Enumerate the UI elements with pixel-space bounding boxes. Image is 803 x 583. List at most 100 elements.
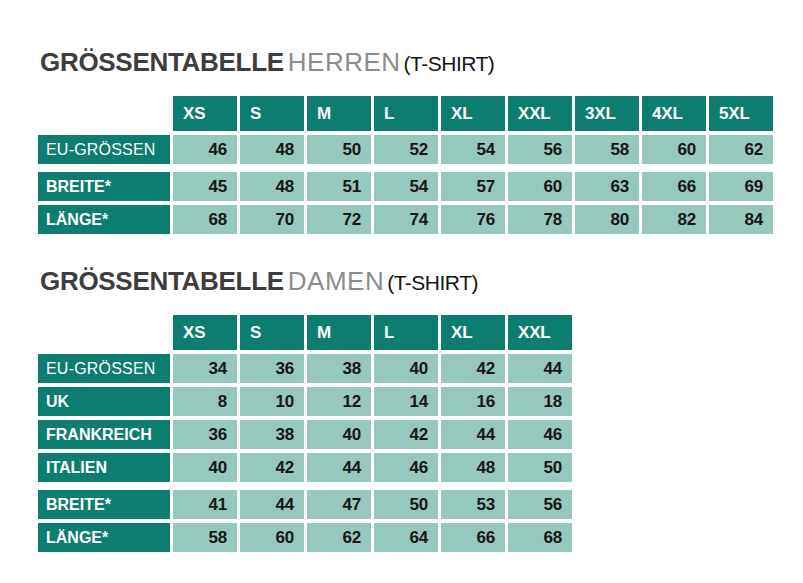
row-label: EU-GRÖSSEN bbox=[38, 135, 170, 164]
column-header: S bbox=[240, 96, 304, 131]
size-cell: 48 bbox=[240, 135, 304, 164]
row-label: BREITE* bbox=[38, 172, 170, 201]
size-cell: 63 bbox=[575, 172, 639, 201]
row-label: ITALIEN bbox=[38, 453, 170, 482]
size-cell: 62 bbox=[307, 523, 371, 552]
column-header-row: XSSMLXLXXL bbox=[38, 315, 803, 350]
size-cell: 51 bbox=[307, 172, 371, 201]
size-cell: 40 bbox=[307, 420, 371, 449]
size-cell: 68 bbox=[508, 523, 572, 552]
size-cell: 60 bbox=[508, 172, 572, 201]
row-label: BREITE* bbox=[38, 490, 170, 519]
size-cell: 78 bbox=[508, 205, 572, 234]
size-cell: 40 bbox=[173, 453, 237, 482]
table-row: BREITE*454851545760636669 bbox=[38, 172, 803, 201]
damen-section: GRÖSSENTABELLEDAMEN(T-SHIRT) XSSMLXLXXL E… bbox=[0, 263, 803, 552]
size-cell: 44 bbox=[441, 420, 505, 449]
size-cell: 82 bbox=[642, 205, 706, 234]
size-cell: 66 bbox=[642, 172, 706, 201]
size-cell: 12 bbox=[307, 387, 371, 416]
size-cell: 18 bbox=[508, 387, 572, 416]
size-cell: 58 bbox=[575, 135, 639, 164]
table-row: BREITE*414447505356 bbox=[38, 490, 803, 519]
herren-title-sub: HERREN bbox=[288, 47, 401, 77]
size-cell: 40 bbox=[374, 354, 438, 383]
size-cell: 72 bbox=[307, 205, 371, 234]
size-cell: 8 bbox=[173, 387, 237, 416]
size-cell: 56 bbox=[508, 490, 572, 519]
size-cell: 80 bbox=[575, 205, 639, 234]
size-cell: 44 bbox=[307, 453, 371, 482]
size-cell: 14 bbox=[374, 387, 438, 416]
size-cell: 50 bbox=[374, 490, 438, 519]
size-cell: 64 bbox=[374, 523, 438, 552]
column-header: L bbox=[374, 315, 438, 350]
column-header: XS bbox=[173, 315, 237, 350]
table-row: LÄNGE*586062646668 bbox=[38, 523, 803, 552]
herren-title-suffix: (T-SHIRT) bbox=[404, 52, 495, 75]
size-cell: 54 bbox=[441, 135, 505, 164]
table-row: FRANKREICH363840424446 bbox=[38, 420, 803, 449]
column-header: XL bbox=[441, 96, 505, 131]
table-row: LÄNGE*687072747678808284 bbox=[38, 205, 803, 234]
size-cell: 68 bbox=[173, 205, 237, 234]
size-cell: 54 bbox=[374, 172, 438, 201]
column-header: L bbox=[374, 96, 438, 131]
size-cell: 84 bbox=[709, 205, 773, 234]
size-cell: 44 bbox=[240, 490, 304, 519]
size-cell: 66 bbox=[441, 523, 505, 552]
row-label: LÄNGE* bbox=[38, 523, 170, 552]
size-cell: 36 bbox=[173, 420, 237, 449]
size-cell: 44 bbox=[508, 354, 572, 383]
table-row: UK81012141618 bbox=[38, 387, 803, 416]
row-label: EU-GRÖSSEN bbox=[38, 354, 170, 383]
size-cell: 41 bbox=[173, 490, 237, 519]
column-header: M bbox=[307, 96, 371, 131]
size-cell: 48 bbox=[441, 453, 505, 482]
damen-title-suffix: (T-SHIRT) bbox=[387, 271, 478, 294]
column-header: XXL bbox=[508, 96, 572, 131]
column-header: 4XL bbox=[642, 96, 706, 131]
damen-title: GRÖSSENTABELLEDAMEN(T-SHIRT) bbox=[40, 263, 803, 299]
damen-title-main: GRÖSSENTABELLE bbox=[40, 266, 284, 296]
row-label: LÄNGE* bbox=[38, 205, 170, 234]
size-cell: 38 bbox=[307, 354, 371, 383]
size-cell: 52 bbox=[374, 135, 438, 164]
herren-size-table: XSSMLXLXXL3XL4XL5XLEU-GRÖSSEN46485052545… bbox=[38, 96, 803, 234]
size-cell: 42 bbox=[240, 453, 304, 482]
herren-title: GRÖSSENTABELLEHERREN(T-SHIRT) bbox=[40, 44, 803, 80]
size-cell: 48 bbox=[240, 172, 304, 201]
size-cell: 46 bbox=[374, 453, 438, 482]
size-cell: 58 bbox=[173, 523, 237, 552]
size-chart-page: GRÖSSENTABELLEHERREN(T-SHIRT) XSSMLXLXXL… bbox=[0, 44, 803, 583]
size-cell: 36 bbox=[240, 354, 304, 383]
column-header: XL bbox=[441, 315, 505, 350]
size-cell: 34 bbox=[173, 354, 237, 383]
size-cell: 60 bbox=[240, 523, 304, 552]
size-cell: 42 bbox=[441, 354, 505, 383]
herren-section: GRÖSSENTABELLEHERREN(T-SHIRT) XSSMLXLXXL… bbox=[0, 44, 803, 234]
size-cell: 76 bbox=[441, 205, 505, 234]
column-header: 5XL bbox=[709, 96, 773, 131]
column-header: XS bbox=[173, 96, 237, 131]
table-row: EU-GRÖSSEN464850525456586062 bbox=[38, 135, 803, 164]
header-spacer bbox=[38, 96, 170, 131]
size-cell: 74 bbox=[374, 205, 438, 234]
size-cell: 69 bbox=[709, 172, 773, 201]
size-cell: 38 bbox=[240, 420, 304, 449]
size-cell: 60 bbox=[642, 135, 706, 164]
header-spacer bbox=[38, 315, 170, 350]
damen-title-sub: DAMEN bbox=[288, 266, 384, 296]
size-cell: 47 bbox=[307, 490, 371, 519]
damen-size-table: XSSMLXLXXLEU-GRÖSSEN343638404244UK810121… bbox=[38, 315, 803, 552]
size-cell: 56 bbox=[508, 135, 572, 164]
size-cell: 10 bbox=[240, 387, 304, 416]
herren-title-main: GRÖSSENTABELLE bbox=[40, 47, 284, 77]
size-cell: 50 bbox=[307, 135, 371, 164]
size-cell: 57 bbox=[441, 172, 505, 201]
size-cell: 53 bbox=[441, 490, 505, 519]
table-row: EU-GRÖSSEN343638404244 bbox=[38, 354, 803, 383]
size-cell: 46 bbox=[173, 135, 237, 164]
column-header: 3XL bbox=[575, 96, 639, 131]
column-header: M bbox=[307, 315, 371, 350]
